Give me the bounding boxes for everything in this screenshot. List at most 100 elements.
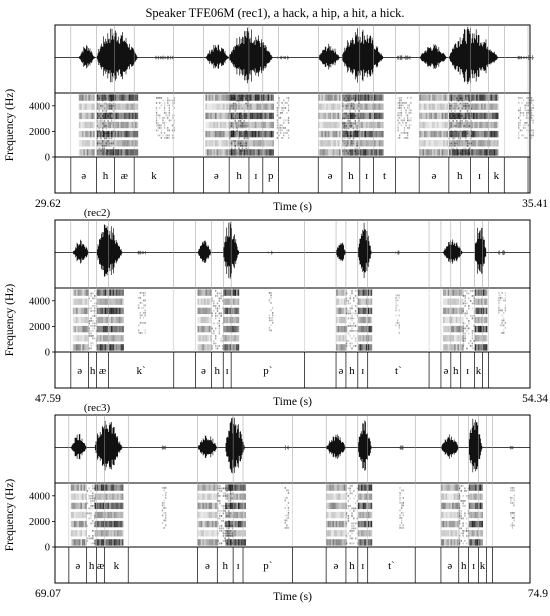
y-tick-label: 2000	[29, 127, 50, 138]
waveform-burst	[517, 55, 534, 61]
segment-label: ɪ	[254, 170, 257, 182]
waveform-segment	[225, 417, 246, 474]
segment-label: t`	[388, 560, 395, 572]
waveform-segment	[205, 44, 229, 69]
segment-label: k	[494, 170, 500, 182]
segment-tier-frame	[54, 156, 531, 194]
y-tick-label: 4000	[29, 101, 50, 112]
segment-label: æ	[121, 170, 128, 182]
segment-label: ɪ	[466, 365, 469, 377]
x-axis-label: Time (s)	[273, 396, 312, 408]
panel-label: (rec2)	[84, 207, 111, 219]
y-axis-label: Frequency (Hz)	[4, 284, 16, 357]
segment-label: ə	[432, 170, 437, 182]
segment-label: ə	[205, 560, 210, 572]
y-tick-label: 2000	[29, 517, 50, 528]
panel-label: (rec3)	[84, 402, 111, 414]
waveform-segment	[229, 27, 273, 84]
segment-label: ə	[339, 365, 344, 377]
segment-label: ə	[214, 170, 219, 182]
segment-label: h	[103, 170, 109, 182]
y-tick-label: 2000	[29, 322, 50, 333]
waveform-segment	[223, 222, 239, 279]
segment-label: h	[222, 560, 228, 572]
segment-label: ɪ	[472, 560, 475, 572]
y-tick-label: 0	[45, 153, 50, 164]
segment-label: k`	[137, 365, 146, 377]
spectrogram-image	[70, 484, 515, 546]
segment-label: p	[268, 170, 274, 182]
y-tick-label: 4000	[29, 491, 50, 502]
segment-label: ɪ	[361, 560, 364, 572]
x-axis-label: Time (s)	[273, 201, 312, 213]
y-axis-label: Frequency (Hz)	[4, 89, 16, 162]
segment-label: h	[457, 170, 463, 182]
segment-label: k	[151, 170, 157, 182]
x-axis-label: Time (s)	[273, 591, 312, 603]
x-start-label: 69.07	[35, 588, 61, 600]
segment-label: p`	[263, 560, 272, 572]
segment-label: k	[476, 365, 482, 377]
segment-label: t`	[395, 365, 402, 377]
waveform-segment	[197, 240, 212, 263]
spectrogram-image	[78, 94, 534, 156]
segment-label: h	[236, 170, 242, 182]
segment-label: h	[90, 365, 96, 377]
waveform-burst	[155, 55, 174, 60]
segment-label: ə	[447, 560, 452, 572]
segment-label: ə	[77, 365, 82, 377]
waveform-segment	[318, 43, 341, 70]
figure-title: Speaker TFE06M (rec1), a hack, a hip, a …	[145, 6, 404, 20]
waveform-segment	[358, 222, 372, 279]
waveform-segment	[94, 420, 123, 471]
segment-label: ə	[81, 170, 86, 182]
y-tick-label: 4000	[29, 296, 50, 307]
segment-label: æ	[99, 365, 106, 377]
waveform-segment	[358, 420, 372, 471]
segment-label: ə	[201, 365, 206, 377]
waveform-burst	[395, 250, 400, 255]
waveform-segment	[419, 44, 447, 69]
waveform-segment	[449, 26, 499, 84]
segment-label: h	[349, 560, 355, 572]
waveform-burst	[509, 445, 515, 450]
waveform-segment	[79, 45, 95, 69]
segment-label: ɪ	[478, 170, 481, 182]
waveform-burst	[399, 445, 404, 450]
waveform-segment	[441, 434, 459, 459]
segment-label: h	[215, 365, 221, 377]
waveform-segment	[474, 227, 487, 274]
segment-label: h	[453, 365, 459, 377]
x-end-label: 74.9	[528, 588, 548, 600]
waveform-segment	[73, 239, 89, 264]
y-tick-label: 0	[45, 348, 50, 359]
waveform-segment	[197, 435, 218, 458]
segment-label: p`	[263, 365, 272, 377]
waveform-burst	[137, 250, 146, 255]
waveform-burst	[498, 250, 506, 256]
waveform-segment	[96, 28, 139, 83]
waveform-burst	[161, 445, 166, 451]
waveform-segment	[336, 242, 347, 262]
segment-label: ɪ	[365, 170, 368, 182]
segment-label: ə	[328, 170, 333, 182]
waveform-segment	[468, 418, 483, 473]
segment-label: ə	[75, 560, 80, 572]
waveform-segment	[342, 28, 384, 83]
x-end-label: 35.41	[522, 198, 548, 210]
x-start-label: 47.59	[35, 393, 61, 405]
segment-label: k	[114, 560, 120, 572]
segment-label: h	[348, 170, 354, 182]
x-end-label: 54.34	[522, 393, 548, 405]
segment-label: k	[480, 560, 486, 572]
segment-label: ɪ	[226, 365, 229, 377]
segment-tier-frame	[54, 351, 531, 389]
segment-label: t	[383, 170, 386, 182]
waveform-burst	[284, 445, 289, 450]
waveform-burst	[268, 250, 273, 255]
segment-label: ə	[443, 365, 448, 377]
